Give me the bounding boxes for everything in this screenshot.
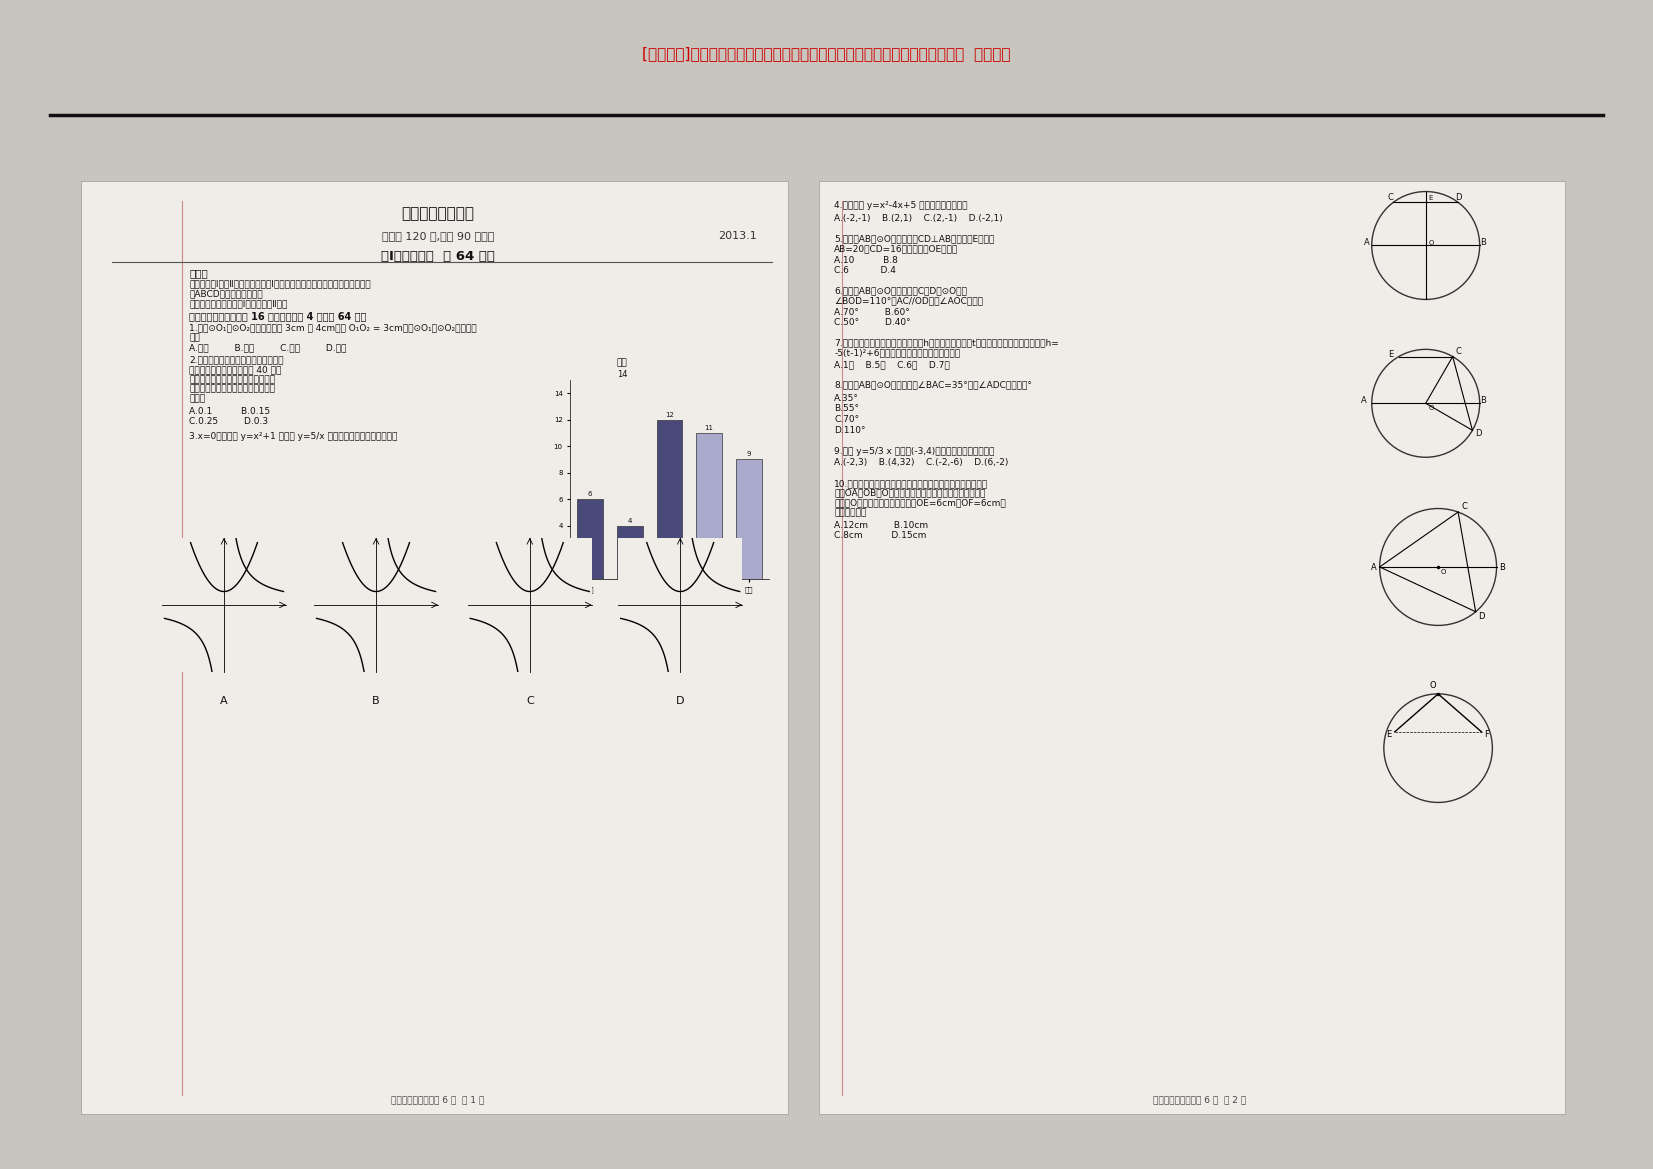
Text: ∠BOD=110°，AC//OD，则∠AOC的度数: ∠BOD=110°，AC//OD，则∠AOC的度数 [835,296,984,305]
Text: 一、选择题（本大题共 16 小题，每小题 4 分，共 64 分）: 一、选择题（本大题共 16 小题，每小题 4 分，共 64 分） [190,311,367,321]
Text: 生，将结果绘制成了如图所示的频数: 生，将结果绘制成了如图所示的频数 [190,375,276,383]
Text: O: O [1428,241,1433,247]
Text: 10: 10 [617,409,626,419]
Text: C: C [1455,347,1461,355]
Text: 小组活动情况，随机调查了 40 名学: 小组活动情况，随机调查了 40 名学 [190,365,281,374]
Text: A: A [1370,563,1377,572]
Text: 5.如图，AB是⊙O的直径，弦CD⊥AB，垂足是E，如果: 5.如图，AB是⊙O的直径，弦CD⊥AB，垂足是E，如果 [835,235,995,243]
Text: 7.一小球被竖直后，距离地面的高度h（米）和飞行时间t（秒）满足下面函数关系式：h=: 7.一小球被竖直后，距离地面的高度h（米）和飞行时间t（秒）满足下面函数关系式：… [835,339,1060,347]
Text: O: O [1428,404,1433,410]
Text: [名校联盟]省北集坡街道办事处九年级上学期数学练习试题（扫描版，无答案）  新人教版: [名校联盟]省北集坡街道办事处九年级上学期数学练习试题（扫描版，无答案） 新人教… [643,46,1010,61]
Text: 1.已知⊙O₁与⊙O₂的半径分别为 3cm 和 4cm，若 O₁O₂ = 3cm，则⊙O₁与⊙O₂的位置关: 1.已知⊙O₁与⊙O₂的半径分别为 3cm 和 4cm，若 O₁O₂ = 3cm… [190,324,478,333]
Text: 频率是: 频率是 [190,394,205,403]
Text: B: B [372,697,380,706]
Bar [617,526,643,579]
Bar [696,433,722,579]
Text: 第Ⅰ卷（选择题  共 64 分）: 第Ⅰ卷（选择题 共 64 分） [382,250,494,263]
Text: A.70°         B.60°: A.70° B.60° [835,309,911,317]
Text: C.0.25         D.0.3: C.0.25 D.0.3 [190,417,268,426]
Text: D.110°: D.110° [835,426,866,435]
Text: 12: 12 [617,389,626,399]
Text: B: B [1499,563,1506,572]
Text: 九年级数学练习题共 6 页  第 1 页: 九年级数学练习题共 6 页 第 1 页 [392,1095,484,1105]
Text: C.8cm          D.15cm: C.8cm D.15cm [835,531,927,540]
Text: -5(t-1)²+6，则小球距离两地面的最大高度是: -5(t-1)²+6，则小球距离两地面的最大高度是 [835,348,960,358]
Text: 4: 4 [628,518,631,524]
Text: E: E [1389,350,1393,359]
Text: A.35°: A.35° [835,394,860,402]
Text: A.(-2,3)    B.(4,32)    C.(-2,-6)    D.(6,-2): A.(-2,3) B.(4,32) C.(-2,-6) D.(6,-2) [835,458,1008,468]
FancyBboxPatch shape [81,181,788,1114]
Text: 2013.1: 2013.1 [717,230,757,241]
Text: D: D [676,697,684,706]
Text: B.55°: B.55° [835,404,860,414]
Text: A.12cm         B.10cm: A.12cm B.10cm [835,521,929,531]
Text: D: D [1478,611,1484,621]
Text: A.相交         B.相离         C.内切         D.外切: A.相交 B.相离 C.内切 D.外切 [190,344,347,352]
Text: 2.学校为了解七年级学生参加课外兴趣: 2.学校为了解七年级学生参加课外兴趣 [190,355,284,365]
Text: D: D [1455,193,1461,201]
Text: A.(-2,-1)    B.(2,1)    C.(2,-1)    D.(-2,1): A.(-2,-1) B.(2,1) C.(2,-1) D.(-2,1) [835,214,1003,223]
Text: （满分 120 分,时间 90 分钟）: （满分 120 分,时间 90 分钟） [382,230,494,241]
Text: B: B [1479,396,1486,406]
Text: 系是: 系是 [190,333,200,343]
Text: 4.二次函数 y=x²-4x+5 的图象的顶点坐标为: 4.二次函数 y=x²-4x+5 的图象的顶点坐标为 [835,201,967,210]
Text: C: C [526,697,534,706]
Text: 九年级数学练习题: 九年级数学练习题 [402,206,474,221]
Text: 说明：: 说明： [190,268,208,278]
Text: A.10          B.8: A.10 B.8 [835,256,898,265]
Text: A: A [220,697,228,706]
Text: 尺子OA、OB在O点折在一起，并使它们保持垂直，若测量: 尺子OA、OB在O点折在一起，并使它们保持垂直，若测量 [835,489,985,498]
Text: A: A [1360,396,1367,406]
Text: 9: 9 [747,451,750,457]
Text: A: A [1364,238,1369,248]
Text: O: O [1441,569,1446,575]
Text: 时，把O点落在圆周上，读得刻度OE=6cm，OF=6cm，: 时，把O点落在圆周上，读得刻度OE=6cm，OF=6cm， [835,499,1007,507]
Text: C: C [1389,193,1393,201]
Text: （ABCD）涂在答题卡上。: （ABCD）涂在答题卡上。 [190,290,263,298]
Text: 九年级数学练习题共 6 页  第 2 页: 九年级数学练习题共 6 页 第 2 页 [1152,1095,1246,1105]
Text: B: B [1479,238,1486,248]
Bar [577,499,603,579]
Text: 9.直线 y=5/3 x 经过点(-3,4)，则下两点在直线上的是: 9.直线 y=5/3 x 经过点(-3,4)，则下两点在直线上的是 [835,447,995,456]
Text: 10.如图，小明同学设计了一个测量圆直径的工具，标有刻度的: 10.如图，小明同学设计了一个测量圆直径的工具，标有刻度的 [835,479,988,487]
Text: O: O [1430,682,1436,691]
Text: C.50°         D.40°: C.50° D.40° [835,318,911,327]
Text: E: E [1428,194,1433,201]
Text: C.6           D.4: C.6 D.4 [835,265,896,275]
Text: 3.x=0时，函数 y=x²+1 与函数 y=5/x 在同一坐标系中的图像可能是: 3.x=0时，函数 y=x²+1 与函数 y=5/x 在同一坐标系中的图像可能是 [190,431,398,441]
Text: 6: 6 [588,491,592,497]
Text: 14: 14 [617,369,626,379]
Text: 分布直方图，则参加运动兴趣小组的: 分布直方图，则参加运动兴趣小组的 [190,385,276,394]
Text: 一、本卷分Ⅰ卷、Ⅱ卷两部分，其中Ⅰ卷为单项选择题，请将一正确的答案代号: 一、本卷分Ⅰ卷、Ⅱ卷两部分，其中Ⅰ卷为单项选择题，请将一正确的答案代号 [190,279,370,289]
Text: 二、考试结束，只收第Ⅰ卷，不收第Ⅱ卷。: 二、考试结束，只收第Ⅰ卷，不收第Ⅱ卷。 [190,299,288,309]
Text: AB=20，CD=16，那么线段OE的长为: AB=20，CD=16，那么线段OE的长为 [835,244,959,254]
Text: 11: 11 [704,426,714,431]
Text: 人数: 人数 [617,358,628,367]
Text: 12: 12 [665,411,674,417]
FancyBboxPatch shape [818,181,1564,1114]
Text: C: C [1461,503,1466,511]
Text: A.1米    B.5米    C.6米    D.7米: A.1米 B.5米 C.6米 D.7米 [835,360,950,369]
Bar [656,420,683,579]
Text: F: F [1484,731,1489,739]
Text: A.0.1          B.0.15: A.0.1 B.0.15 [190,407,271,416]
Text: D: D [1474,429,1481,437]
Text: 6.如图，AB是⊙O的直径，点C、D在⊙O上，: 6.如图，AB是⊙O的直径，点C、D在⊙O上， [835,286,967,296]
Text: E: E [1387,731,1392,739]
Text: C.70°: C.70° [835,415,860,424]
Text: 8.如图，AB是⊙O的直径，若∠BAC=35°，则∠ADC等于多少°: 8.如图，AB是⊙O的直径，若∠BAC=35°，则∠ADC等于多少° [835,381,1031,389]
Bar [736,459,762,579]
Text: 则圆的直径为: 则圆的直径为 [835,509,866,518]
